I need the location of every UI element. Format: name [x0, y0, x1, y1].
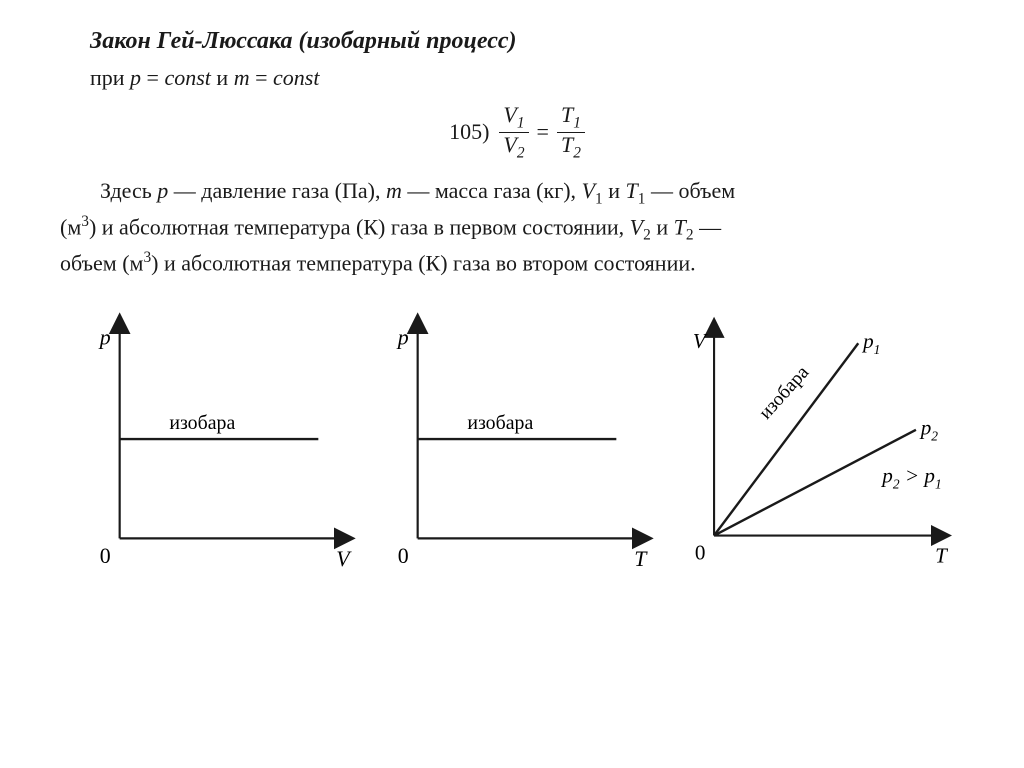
d-v2: V: [630, 214, 643, 239]
d-t2s: 2: [686, 227, 694, 244]
c3-x-label: T: [935, 544, 948, 568]
condition-line: при p = const и m = const: [90, 65, 974, 91]
d1b: — давление газа (Па),: [168, 178, 386, 203]
var-p: p: [130, 65, 141, 90]
d2b: ) и абсолютная температура (К) газа в пе…: [89, 214, 630, 239]
const-1: const: [164, 65, 210, 90]
eq-sign: =: [147, 65, 159, 90]
chart-v-t: V T 0 изобара p1 p2 p2 > p1: [666, 309, 964, 589]
const-2: const: [273, 65, 319, 90]
d-sup3a: 3: [81, 213, 89, 230]
page-title: Закон Гей-Люссака (изобарный процесс): [90, 28, 974, 55]
d1e: — объем: [645, 178, 735, 203]
v1-sub: 1: [517, 114, 525, 131]
t2: T: [561, 132, 573, 157]
d-m: m: [386, 178, 402, 203]
c3-p2-label: p2: [919, 416, 939, 444]
figure-row: p V 0 изобара p T 0 изобара V T 0 изобар…: [60, 309, 974, 589]
d1c: — масса газа (кг),: [402, 178, 582, 203]
t1: T: [561, 102, 573, 127]
c1-curve-label: изобара: [169, 412, 235, 434]
chart-p-v: p V 0 изобара: [70, 309, 368, 589]
v2-sub: 2: [517, 144, 525, 161]
t1-sub: 1: [573, 114, 581, 131]
d-t1: T: [626, 178, 638, 203]
d-v1: V: [582, 178, 595, 203]
chart-p-t: p T 0 изобара: [368, 309, 666, 589]
d-v1s: 1: [595, 191, 603, 208]
eq-sign-2: =: [255, 65, 267, 90]
fraction-right: T1 T2: [557, 103, 585, 161]
equation-number: 105): [449, 119, 489, 145]
d-v2s: 2: [643, 227, 651, 244]
t2-sub: 2: [573, 144, 581, 161]
c3-inequality: p2 > p1: [880, 464, 941, 492]
equation-row: 105) V1 V2 = T1 T2: [60, 103, 974, 161]
c1-x-label: V: [336, 547, 352, 571]
c1-y-label: p: [98, 326, 111, 350]
d3a: объем (м: [60, 250, 143, 275]
v1: V: [503, 102, 516, 127]
c2-curve-label: изобара: [467, 412, 533, 434]
c2-y-label: p: [396, 326, 409, 350]
c1-origin: 0: [100, 544, 111, 568]
d3b: ) и абсолютная температура (К) газа во в…: [151, 250, 695, 275]
c3-origin: 0: [695, 541, 706, 565]
v2: V: [503, 132, 516, 157]
c3-p1-label: p1: [861, 329, 880, 357]
and-word: и: [211, 65, 234, 90]
d2a: (м: [60, 214, 81, 239]
c2-origin: 0: [398, 544, 409, 568]
cond-prefix: при: [90, 65, 130, 90]
d1a: Здесь: [100, 178, 157, 203]
var-m: m: [234, 65, 250, 90]
d2d: —: [694, 214, 722, 239]
equation-equals: =: [537, 119, 549, 145]
d-t2: T: [674, 214, 686, 239]
d2c: и: [651, 214, 674, 239]
d1d: и: [603, 178, 626, 203]
fraction-left: V1 V2: [499, 103, 528, 161]
c3-isobar-p1: [714, 343, 858, 535]
c3-y-label: V: [693, 329, 708, 353]
c2-x-label: T: [634, 547, 648, 571]
d-p: p: [157, 178, 168, 203]
description-paragraph: Здесь p — давление газа (Па), m — масса …: [60, 175, 974, 279]
